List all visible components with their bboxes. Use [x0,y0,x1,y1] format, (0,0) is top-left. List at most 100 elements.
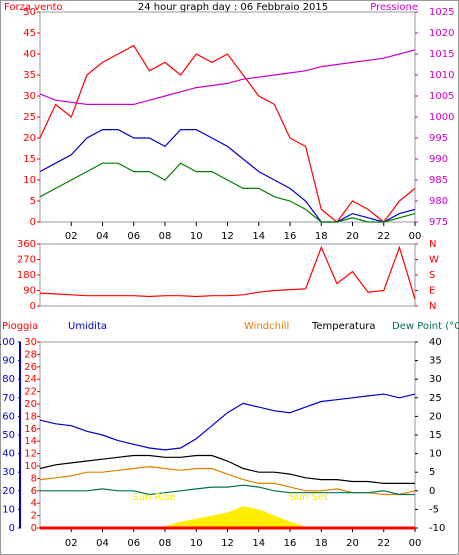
series-line [39,393,416,451]
y2-axis-title: Pressione [370,2,418,13]
y2-tick-label: 0 [429,486,435,497]
y3-tick-label: 30 [24,337,37,348]
legend-entry: Windchill [244,321,289,332]
y3-tick-label: 2 [31,511,37,522]
y-tick-label: 10 [23,175,36,186]
y3-tick-label: 20 [24,399,37,410]
annotation: Sun Rise [132,492,175,503]
y-tick-label: 45 [23,28,36,39]
y3-tick-label: 12 [24,449,37,460]
y2-tick-label: W [429,255,439,266]
x-tick-label: 00 [409,538,422,549]
series-line [40,484,415,496]
y2-tick-label: 1025 [429,7,454,18]
x-tick-label: 00 [409,231,422,242]
y-tick-label: 0 [30,301,36,312]
y-tick-label: 20 [23,133,36,144]
x-tick-label: 22 [377,231,390,242]
y3-tick-label: 28 [24,349,37,360]
y-tick-label: 10 [2,504,15,515]
y2-tick-label: 985 [429,175,448,186]
y2-tick-label: 10 [429,449,442,460]
x-tick-label: 12 [221,538,234,549]
y2-tick-label: 40 [429,337,442,348]
x-tick-label: 16 [284,231,297,242]
y-tick-label: 90 [23,286,36,297]
y-tick-label: 15 [23,154,36,165]
y2-tick-label: N [429,301,436,312]
y-tick-label: 50 [2,430,15,441]
legend-entry: Dew Point (°C [392,321,459,332]
y3-tick-label: 8 [31,473,37,484]
x-tick-label: 14 [252,538,265,549]
y3-tick-label: 24 [24,374,37,385]
legend-entry: Pioggia [2,321,38,332]
y3-tick-label: 10 [24,461,37,472]
y3-tick-label: 22 [24,387,37,398]
y2-tick-label: 30 [429,374,442,385]
plot-area [39,341,416,529]
y2-tick-label: 990 [429,154,448,165]
y-tick-label: 90 [2,356,15,367]
y2-tick-label: 20 [429,411,442,422]
y-tick-label: 40 [23,49,36,60]
y2-tick-label: S [429,270,435,281]
y3-tick-label: 0 [31,523,37,534]
x-tick-label: 10 [190,231,203,242]
annotation: Sun Set [289,492,328,503]
y-tick-label: 70 [2,393,15,404]
y-tick-label: 20 [2,486,15,497]
y-tick-label: 270 [17,255,36,266]
x-tick-label: 10 [190,538,203,549]
y3-tick-label: 16 [24,424,37,435]
x-tick-label: 02 [65,538,78,549]
legend-entry: Umidita [68,321,107,332]
y2-tick-label: 1020 [429,28,454,39]
x-tick-label: 14 [252,231,265,242]
x-tick-label: 18 [315,538,328,549]
y2-tick-label: E [429,286,435,297]
series-line [39,44,416,223]
y2-tick-label: 1015 [429,49,454,60]
y-tick-label: 40 [2,449,15,460]
y2-tick-label: N [429,239,436,250]
plot-area [39,243,416,307]
y-tick-label: 50 [23,7,36,18]
x-tick-label: 16 [284,538,297,549]
y-tick-label: 35 [23,70,36,81]
y-tick-label: 180 [17,270,36,281]
y2-tick-label: -10 [429,523,445,534]
y2-tick-label: 1005 [429,91,454,102]
x-tick-label: 04 [96,231,109,242]
x-tick-label: 18 [315,231,328,242]
y-tick-label: 60 [2,411,15,422]
series-line [39,245,416,300]
y-axis-title: Forza vento [4,2,63,13]
y-tick-label: 30 [2,467,15,478]
y2-tick-label: 980 [429,196,448,207]
x-tick-label: 22 [377,538,390,549]
y2-tick-label: 995 [429,133,448,144]
series-line [39,129,416,223]
x-tick-label: 06 [127,231,140,242]
series-line [39,454,415,484]
x-tick-label: 20 [346,538,359,549]
x-tick-label: 02 [65,231,78,242]
y2-tick-label: 5 [429,467,435,478]
area [40,506,415,528]
y-tick-label: 100 [0,337,15,348]
series-line [39,162,416,223]
y-tick-label: 360 [17,239,36,250]
x-tick-label: 12 [221,231,234,242]
y-tick-label: 80 [2,374,15,385]
y3-tick-label: 26 [24,362,37,373]
chart-title: 24 hour graph day : 06 Febbraio 2015 [138,2,328,13]
x-tick-label: 20 [346,231,359,242]
x-tick-label: 08 [159,538,172,549]
x-tick-label: 04 [96,538,109,549]
x-tick-label: 08 [159,231,172,242]
y2-tick-label: 975 [429,217,448,228]
y3-tick-label: 14 [24,436,37,447]
y2-tick-label: 1000 [429,112,454,123]
